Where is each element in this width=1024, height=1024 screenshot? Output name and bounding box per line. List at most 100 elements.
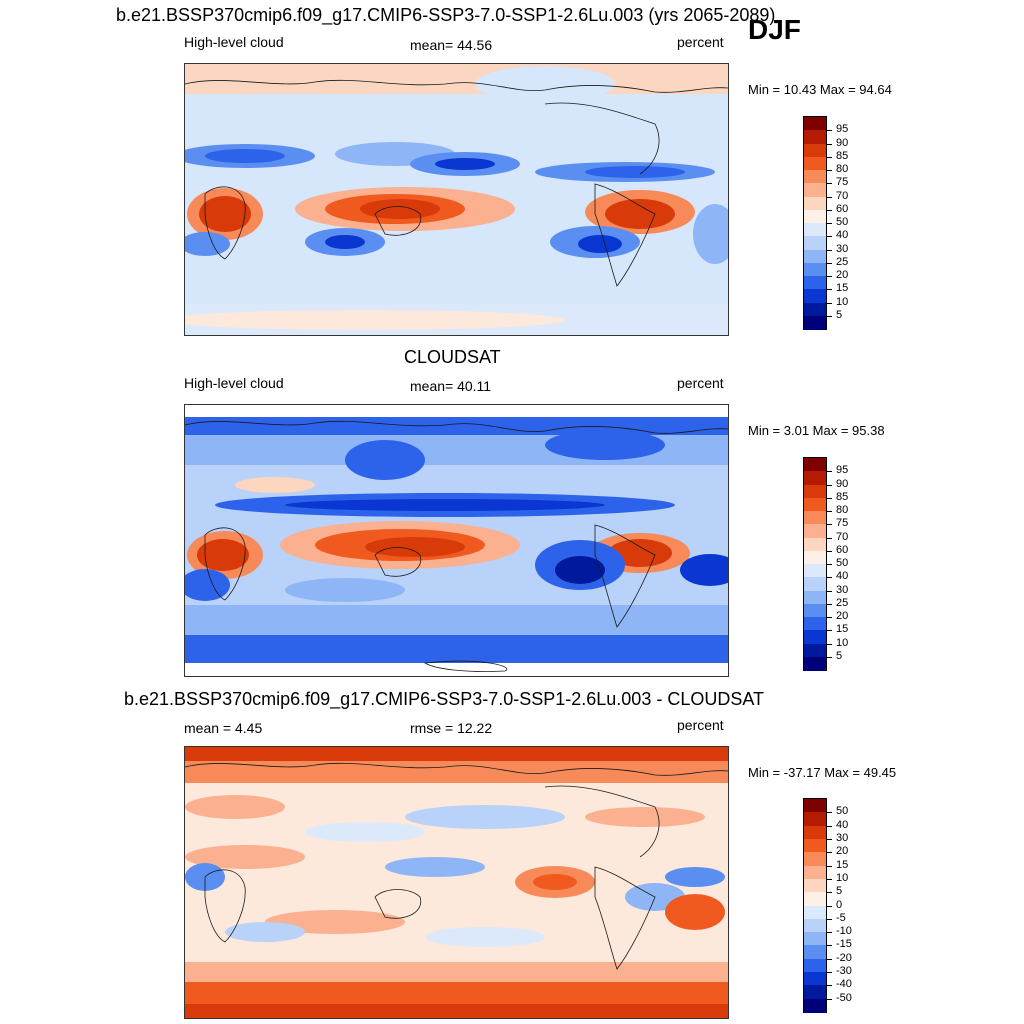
colorbar-swatch	[804, 630, 826, 644]
colorbar-tick	[826, 958, 832, 960]
colorbar-swatch	[804, 289, 826, 303]
panel2-map	[184, 404, 729, 677]
colorbar-swatch	[804, 918, 826, 933]
panel1-map	[184, 63, 729, 336]
colorbar-tick	[826, 865, 832, 867]
colorbar-tick	[826, 223, 832, 224]
colorbar-label: 80	[836, 504, 849, 516]
colorbar-swatch	[804, 315, 826, 330]
colorbar-swatch	[804, 998, 826, 1013]
colorbar-swatch	[804, 617, 826, 631]
colorbar-swatch	[804, 905, 826, 920]
colorbar-swatch	[804, 130, 826, 144]
colorbar-tick	[826, 643, 832, 645]
colorbar-tick	[826, 918, 832, 920]
colorbar-tick	[826, 998, 832, 1000]
colorbar-swatch	[804, 838, 826, 853]
panel2-mean-label: mean= 40.11	[410, 378, 492, 394]
colorbar-label: 50	[836, 557, 849, 569]
colorbar-tick	[826, 932, 832, 934]
colorbar-tick	[826, 564, 832, 565]
panel3-rmse-label: rmse = 12.22	[410, 720, 493, 736]
colorbar-swatch	[804, 302, 826, 317]
colorbar-swatch	[804, 209, 826, 224]
colorbar-label: 30	[836, 242, 849, 255]
colorbar-swatch	[804, 196, 826, 211]
colorbar-tick	[826, 590, 832, 592]
panel3-title: b.e21.BSSP370cmip6.f09_g17.CMIP6-SSP3-7.…	[124, 689, 765, 709]
panel1-units-label: percent	[677, 34, 724, 50]
colorbar-swatch	[804, 577, 826, 591]
colorbar-label: 25	[836, 255, 849, 268]
colorbar-label: -40	[836, 978, 852, 991]
colorbar-label: 20	[836, 269, 849, 281]
colorbar-swatch	[804, 643, 826, 658]
colorbar-label: 5	[836, 649, 843, 662]
colorbar-label: 15	[836, 623, 849, 636]
colorbar-tick	[826, 656, 832, 658]
colorbar-swatch	[804, 117, 826, 131]
colorbar-tick	[826, 170, 832, 171]
colorbar-swatch	[804, 945, 826, 960]
colorbar-tick	[826, 315, 832, 317]
colorbar-label: 95	[836, 464, 849, 477]
colorbar-label: 15	[836, 282, 849, 295]
colorbar-label: 50	[836, 805, 849, 818]
colorbar-label: 5	[836, 308, 843, 321]
colorbar-tick	[826, 471, 832, 473]
colorbar-tick	[826, 537, 832, 539]
colorbar-tick	[826, 825, 832, 827]
season-label: DJF	[748, 14, 801, 45]
colorbar-label: 70	[836, 530, 849, 543]
colorbar-tick	[826, 905, 832, 907]
colorbar-label: 70	[836, 189, 849, 202]
colorbar-swatch	[804, 170, 826, 184]
panel1-minmax: Min = 10.43 Max = 94.64	[748, 82, 892, 97]
colorbar-label: 10	[836, 636, 849, 649]
colorbar-label: 75	[836, 176, 849, 189]
colorbar-swatch	[804, 865, 826, 880]
colorbar-tick	[826, 852, 832, 854]
colorbar-label: -20	[836, 951, 852, 964]
colorbar-tick	[826, 603, 832, 605]
colorbar-swatch	[804, 985, 826, 1000]
panel3-mean-label: mean = 4.45	[184, 720, 263, 736]
colorbar-label: 20	[836, 845, 849, 858]
colorbar-label: 5	[836, 885, 843, 898]
panel1-title: b.e21.BSSP370cmip6.f09_g17.CMIP6-SSP3-7.…	[116, 5, 776, 25]
colorbar-swatch	[804, 972, 826, 986]
colorbar-swatch	[804, 590, 826, 605]
colorbar-label: 40	[836, 570, 849, 583]
colorbar-label: 30	[836, 583, 849, 596]
colorbar-tick	[826, 630, 832, 632]
colorbar-label: 10	[836, 871, 849, 884]
colorbar-label: 85	[836, 490, 849, 503]
panel2-contour-field	[185, 405, 728, 676]
colorbar-label: 40	[836, 818, 849, 831]
colorbar-label: 60	[836, 202, 849, 215]
colorbar-swatch	[804, 276, 826, 290]
colorbar-swatch	[804, 799, 826, 813]
colorbar-label: -10	[836, 925, 852, 938]
colorbar-swatch	[804, 852, 826, 867]
colorbar-tick	[826, 143, 832, 145]
colorbar-label: -5	[836, 911, 846, 924]
colorbar-label: 90	[836, 136, 849, 149]
colorbar-swatch	[804, 878, 826, 893]
panel1-variable-label: High-level cloud	[184, 34, 284, 50]
colorbar-tick	[826, 289, 832, 291]
colorbar-label: 30	[836, 831, 849, 844]
colorbar-tick	[826, 511, 832, 512]
colorbar-tick	[826, 302, 832, 304]
colorbar-label: 20	[836, 610, 849, 622]
colorbar-label: 0	[836, 898, 843, 911]
colorbar-swatch	[804, 958, 826, 973]
colorbar-swatch	[804, 497, 826, 512]
colorbar-swatch	[804, 156, 826, 171]
panel3-contour-field	[185, 747, 728, 1018]
colorbar-label: -30	[836, 965, 852, 978]
colorbar-tick	[826, 497, 832, 499]
colorbar-tick	[826, 838, 832, 840]
colorbar-swatch	[804, 550, 826, 565]
colorbar-label: -50	[836, 991, 852, 1004]
